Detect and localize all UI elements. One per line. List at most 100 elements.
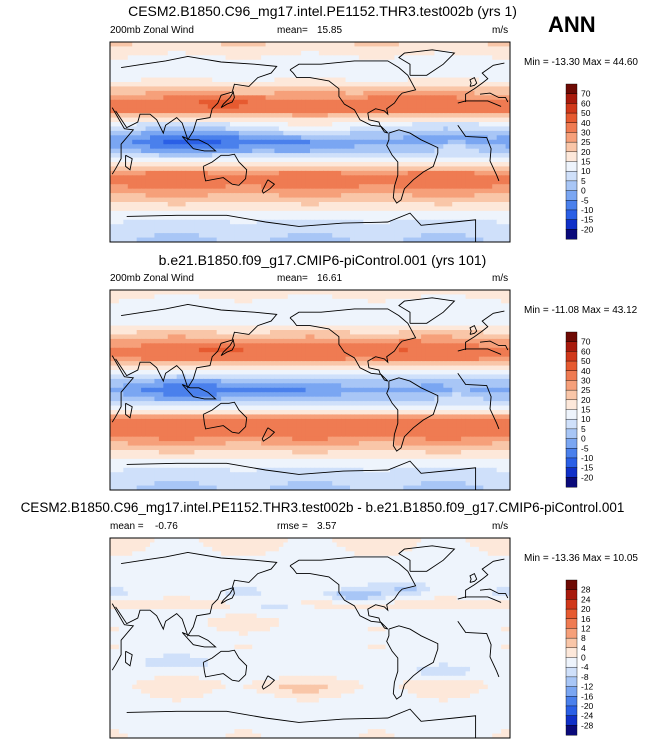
field-cell (198, 184, 204, 190)
field-cell (461, 157, 467, 163)
field-cell (132, 42, 138, 48)
field-cell (461, 228, 467, 234)
field-cell (421, 184, 427, 190)
field-cell (336, 68, 342, 74)
field-cell (141, 303, 147, 309)
field-cell (181, 50, 187, 56)
field-cell (132, 321, 138, 327)
field-cell (496, 210, 502, 216)
field-cell (332, 68, 338, 74)
field-cell (407, 157, 413, 163)
field-cell (341, 95, 347, 101)
field-cell (145, 148, 151, 154)
field-cell (274, 126, 280, 132)
field-cell (363, 82, 369, 88)
field-cell (358, 95, 364, 101)
field-cell (470, 202, 476, 208)
field-cell (261, 237, 267, 242)
field-cell (412, 197, 418, 203)
field-cell (127, 298, 133, 304)
field-cell (381, 184, 387, 190)
field-cell (301, 166, 307, 172)
field-cell (123, 303, 129, 309)
field-cell (332, 90, 338, 96)
field-cell (123, 113, 129, 119)
field-cell (230, 86, 236, 92)
field-cell (443, 59, 449, 65)
field-cell (336, 162, 342, 168)
field-cell (403, 210, 409, 216)
field-cell (390, 162, 396, 168)
field-cell (283, 95, 289, 101)
field-cell (114, 224, 120, 230)
field-cell (252, 73, 258, 79)
field-cell (483, 73, 489, 79)
field-cell (141, 170, 147, 176)
field-cell (238, 122, 244, 128)
field-cell (501, 184, 507, 190)
field-cell (412, 50, 418, 56)
field-cell (430, 50, 436, 56)
field-cell (354, 312, 360, 318)
field-cell (114, 55, 120, 61)
field-cell (283, 202, 289, 208)
field-cell (167, 307, 173, 313)
field-cell (478, 130, 484, 136)
field-cell (430, 321, 436, 327)
field-cell (114, 321, 120, 327)
field-cell (198, 312, 204, 318)
field-cell (350, 312, 356, 318)
field-cell (127, 294, 133, 300)
field-cell (327, 193, 333, 199)
field-cell (438, 166, 444, 172)
field-cell (221, 68, 227, 74)
field-cell (301, 312, 307, 318)
field-cell (167, 113, 173, 119)
field-cell (345, 117, 351, 123)
field-cell (261, 126, 267, 132)
field-cell (238, 290, 244, 296)
field-cell (443, 117, 449, 123)
field-cell (398, 219, 404, 225)
field-cell (145, 325, 151, 331)
field-cell (398, 153, 404, 159)
field-cell (323, 157, 329, 163)
field-cell (478, 157, 484, 163)
field-cell (394, 90, 400, 96)
field-cell (110, 90, 116, 96)
field-cell (238, 325, 244, 331)
field-cell (501, 188, 507, 194)
field-cell (292, 237, 298, 242)
field-cell (341, 113, 347, 119)
field-cell (221, 166, 227, 172)
field-cell (483, 55, 489, 61)
field-cell (487, 193, 493, 199)
field-cell (145, 95, 151, 101)
field-cell (158, 77, 164, 83)
field-cell (163, 175, 169, 181)
field-cell (367, 153, 373, 159)
field-cell (452, 42, 458, 48)
field-cell (501, 130, 507, 136)
field-cell (501, 99, 507, 105)
field-cell (278, 162, 284, 168)
field-cell (376, 86, 382, 92)
field-cell (358, 303, 364, 309)
new-zealand-outline (261, 179, 276, 194)
field-cell (345, 95, 351, 101)
field-cell (385, 184, 391, 190)
field-cell (358, 206, 364, 212)
colorbar-swatch (565, 180, 578, 192)
field-cell (505, 237, 510, 242)
field-cell (110, 202, 116, 208)
field-cell (158, 95, 164, 101)
field-cell (243, 202, 249, 208)
field-cell (114, 104, 120, 110)
field-cell (114, 316, 120, 322)
field-cell (358, 237, 364, 242)
field-cell (474, 135, 480, 141)
field-cell (270, 153, 276, 159)
field-cell (501, 170, 507, 176)
field-cell (150, 108, 156, 114)
field-cell (123, 50, 129, 56)
